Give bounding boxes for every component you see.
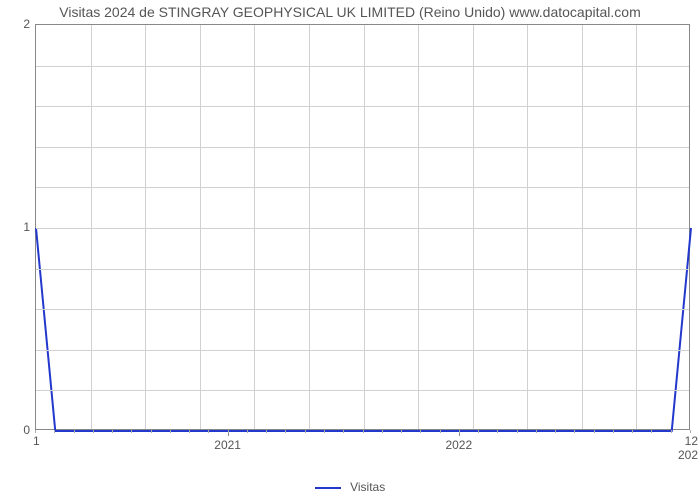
chart-container: Visitas 2024 de STINGRAY GEOPHYSICAL UK … — [0, 0, 700, 500]
x-tick-minor — [93, 430, 94, 433]
x-axis-corner-left: 1 — [33, 434, 40, 448]
gridline-vertical — [636, 25, 637, 429]
gridline-vertical — [91, 25, 92, 429]
x-tick-minor — [228, 430, 229, 433]
x-tick-minor — [440, 430, 441, 433]
x-tick-minor — [690, 430, 691, 433]
x-tick-minor — [651, 430, 652, 433]
gridline-vertical — [473, 25, 474, 429]
x-tick-minor — [208, 430, 209, 433]
gridline-vertical — [309, 25, 310, 429]
gridline-vertical — [145, 25, 146, 429]
y-axis-label: 1 — [23, 220, 30, 234]
x-tick-minor — [247, 430, 248, 433]
gridline-horizontal — [36, 309, 689, 310]
x-tick-minor — [54, 430, 55, 433]
gridline-horizontal — [36, 147, 689, 148]
x-tick-minor — [478, 430, 479, 433]
gridline-vertical — [527, 25, 528, 429]
x-tick-minor — [536, 430, 537, 433]
x-tick-minor — [285, 430, 286, 433]
x-axis-corner-right-top: 12 — [685, 434, 698, 448]
x-axis-label: 2021 — [214, 438, 241, 452]
gridline-horizontal — [36, 66, 689, 67]
x-axis-label: 2022 — [445, 438, 472, 452]
x-tick-minor — [74, 430, 75, 433]
x-tick-minor — [497, 430, 498, 433]
x-axis-corner-right-bottom: 202 — [678, 448, 698, 462]
gridline-vertical — [364, 25, 365, 429]
x-tick-minor — [459, 430, 460, 433]
plot-area — [35, 24, 690, 430]
legend-swatch — [315, 487, 341, 489]
gridline-vertical — [254, 25, 255, 429]
y-axis-label: 2 — [23, 17, 30, 31]
x-tick-minor — [382, 430, 383, 433]
x-tick-minor — [266, 430, 267, 433]
x-tick-minor — [574, 430, 575, 433]
x-tick-minor — [112, 430, 113, 433]
legend: Visitas — [0, 480, 700, 494]
x-tick-minor — [613, 430, 614, 433]
gridline-vertical — [582, 25, 583, 429]
x-tick-minor — [189, 430, 190, 433]
gridline-vertical — [418, 25, 419, 429]
x-tick-minor — [363, 430, 364, 433]
x-tick-minor — [671, 430, 672, 433]
x-tick-minor — [594, 430, 595, 433]
gridline-horizontal — [36, 390, 689, 391]
gridline-horizontal — [36, 187, 689, 188]
gridline-horizontal — [36, 350, 689, 351]
x-tick-minor — [151, 430, 152, 433]
x-tick-minor — [343, 430, 344, 433]
gridline-horizontal — [36, 228, 689, 229]
x-tick-minor — [170, 430, 171, 433]
x-tick-minor — [131, 430, 132, 433]
x-tick-minor — [517, 430, 518, 433]
chart-title: Visitas 2024 de STINGRAY GEOPHYSICAL UK … — [0, 4, 700, 20]
x-tick-minor — [555, 430, 556, 433]
legend-label: Visitas — [350, 480, 385, 494]
x-tick-minor — [35, 430, 36, 433]
x-tick-minor — [420, 430, 421, 433]
gridline-horizontal — [36, 106, 689, 107]
x-tick-minor — [401, 430, 402, 433]
x-tick-minor — [632, 430, 633, 433]
x-tick-minor — [305, 430, 306, 433]
x-tick-minor — [324, 430, 325, 433]
gridline-vertical — [200, 25, 201, 429]
gridline-horizontal — [36, 269, 689, 270]
y-axis-label: 0 — [23, 423, 30, 437]
